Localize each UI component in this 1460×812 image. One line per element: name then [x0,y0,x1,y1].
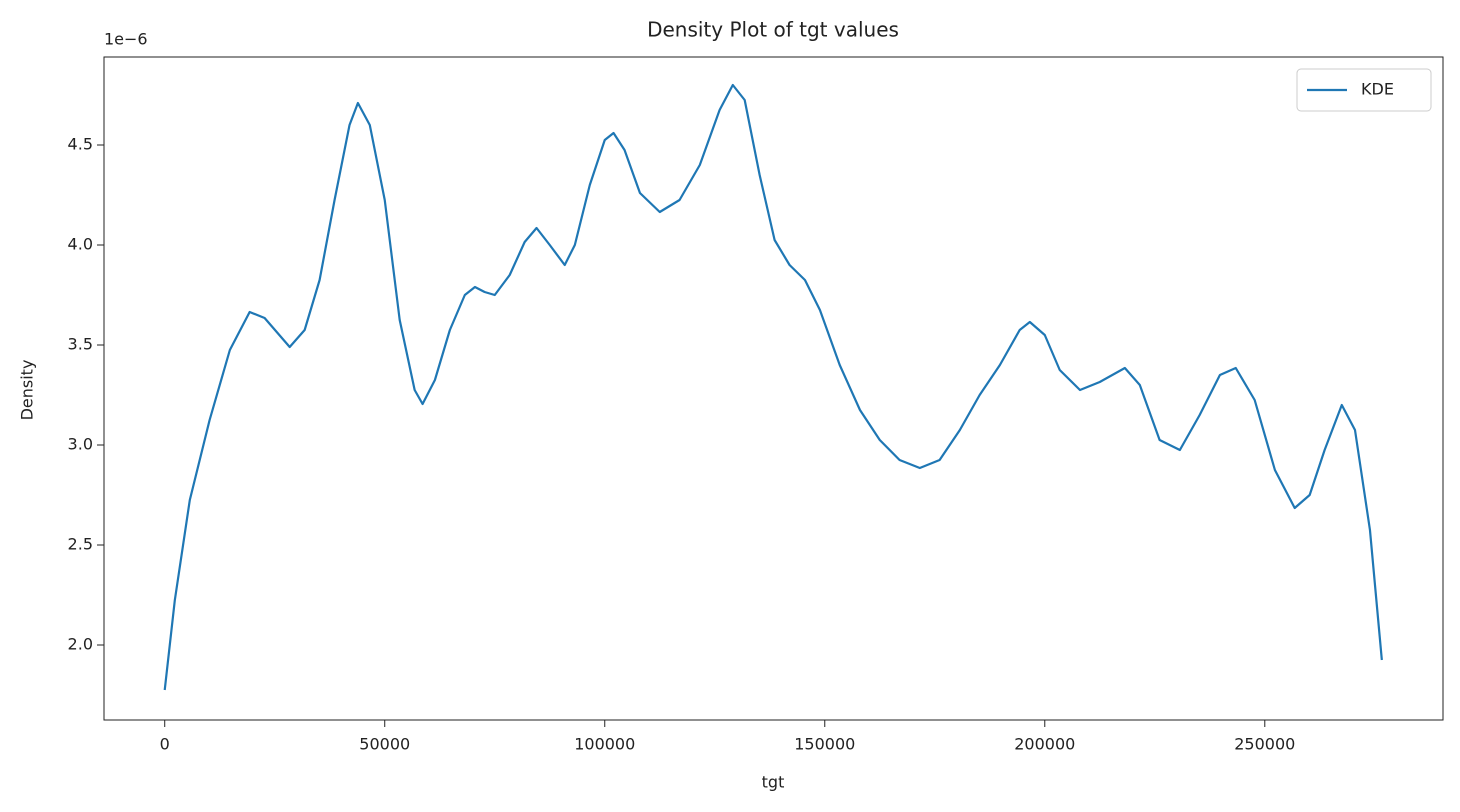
x-tick-label: 200000 [1014,735,1075,754]
legend-label: KDE [1361,80,1394,99]
chart-title: Density Plot of tgt values [647,18,899,42]
x-tick-label: 100000 [574,735,635,754]
x-tick-label: 50000 [359,735,410,754]
x-tick-label: 150000 [794,735,855,754]
y-tick-label: 2.0 [68,635,93,654]
y-tick-label: 2.5 [68,535,93,554]
y-axis-label: Density [18,360,37,421]
legend-box [1296,68,1432,112]
y-tick-label: 3.5 [68,335,93,354]
axes-frame [103,56,1444,721]
y-tick-label: 3.0 [68,435,93,454]
x-tick-label: 250000 [1234,735,1295,754]
x-tick-label: 0 [160,735,170,754]
y-tick-label: 4.5 [68,135,93,154]
y-offset-label: 1e−6 [104,30,148,49]
x-axis-label: tgt [762,773,785,792]
kde-line [163,83,1383,691]
y-tick-label: 4.0 [68,235,93,254]
